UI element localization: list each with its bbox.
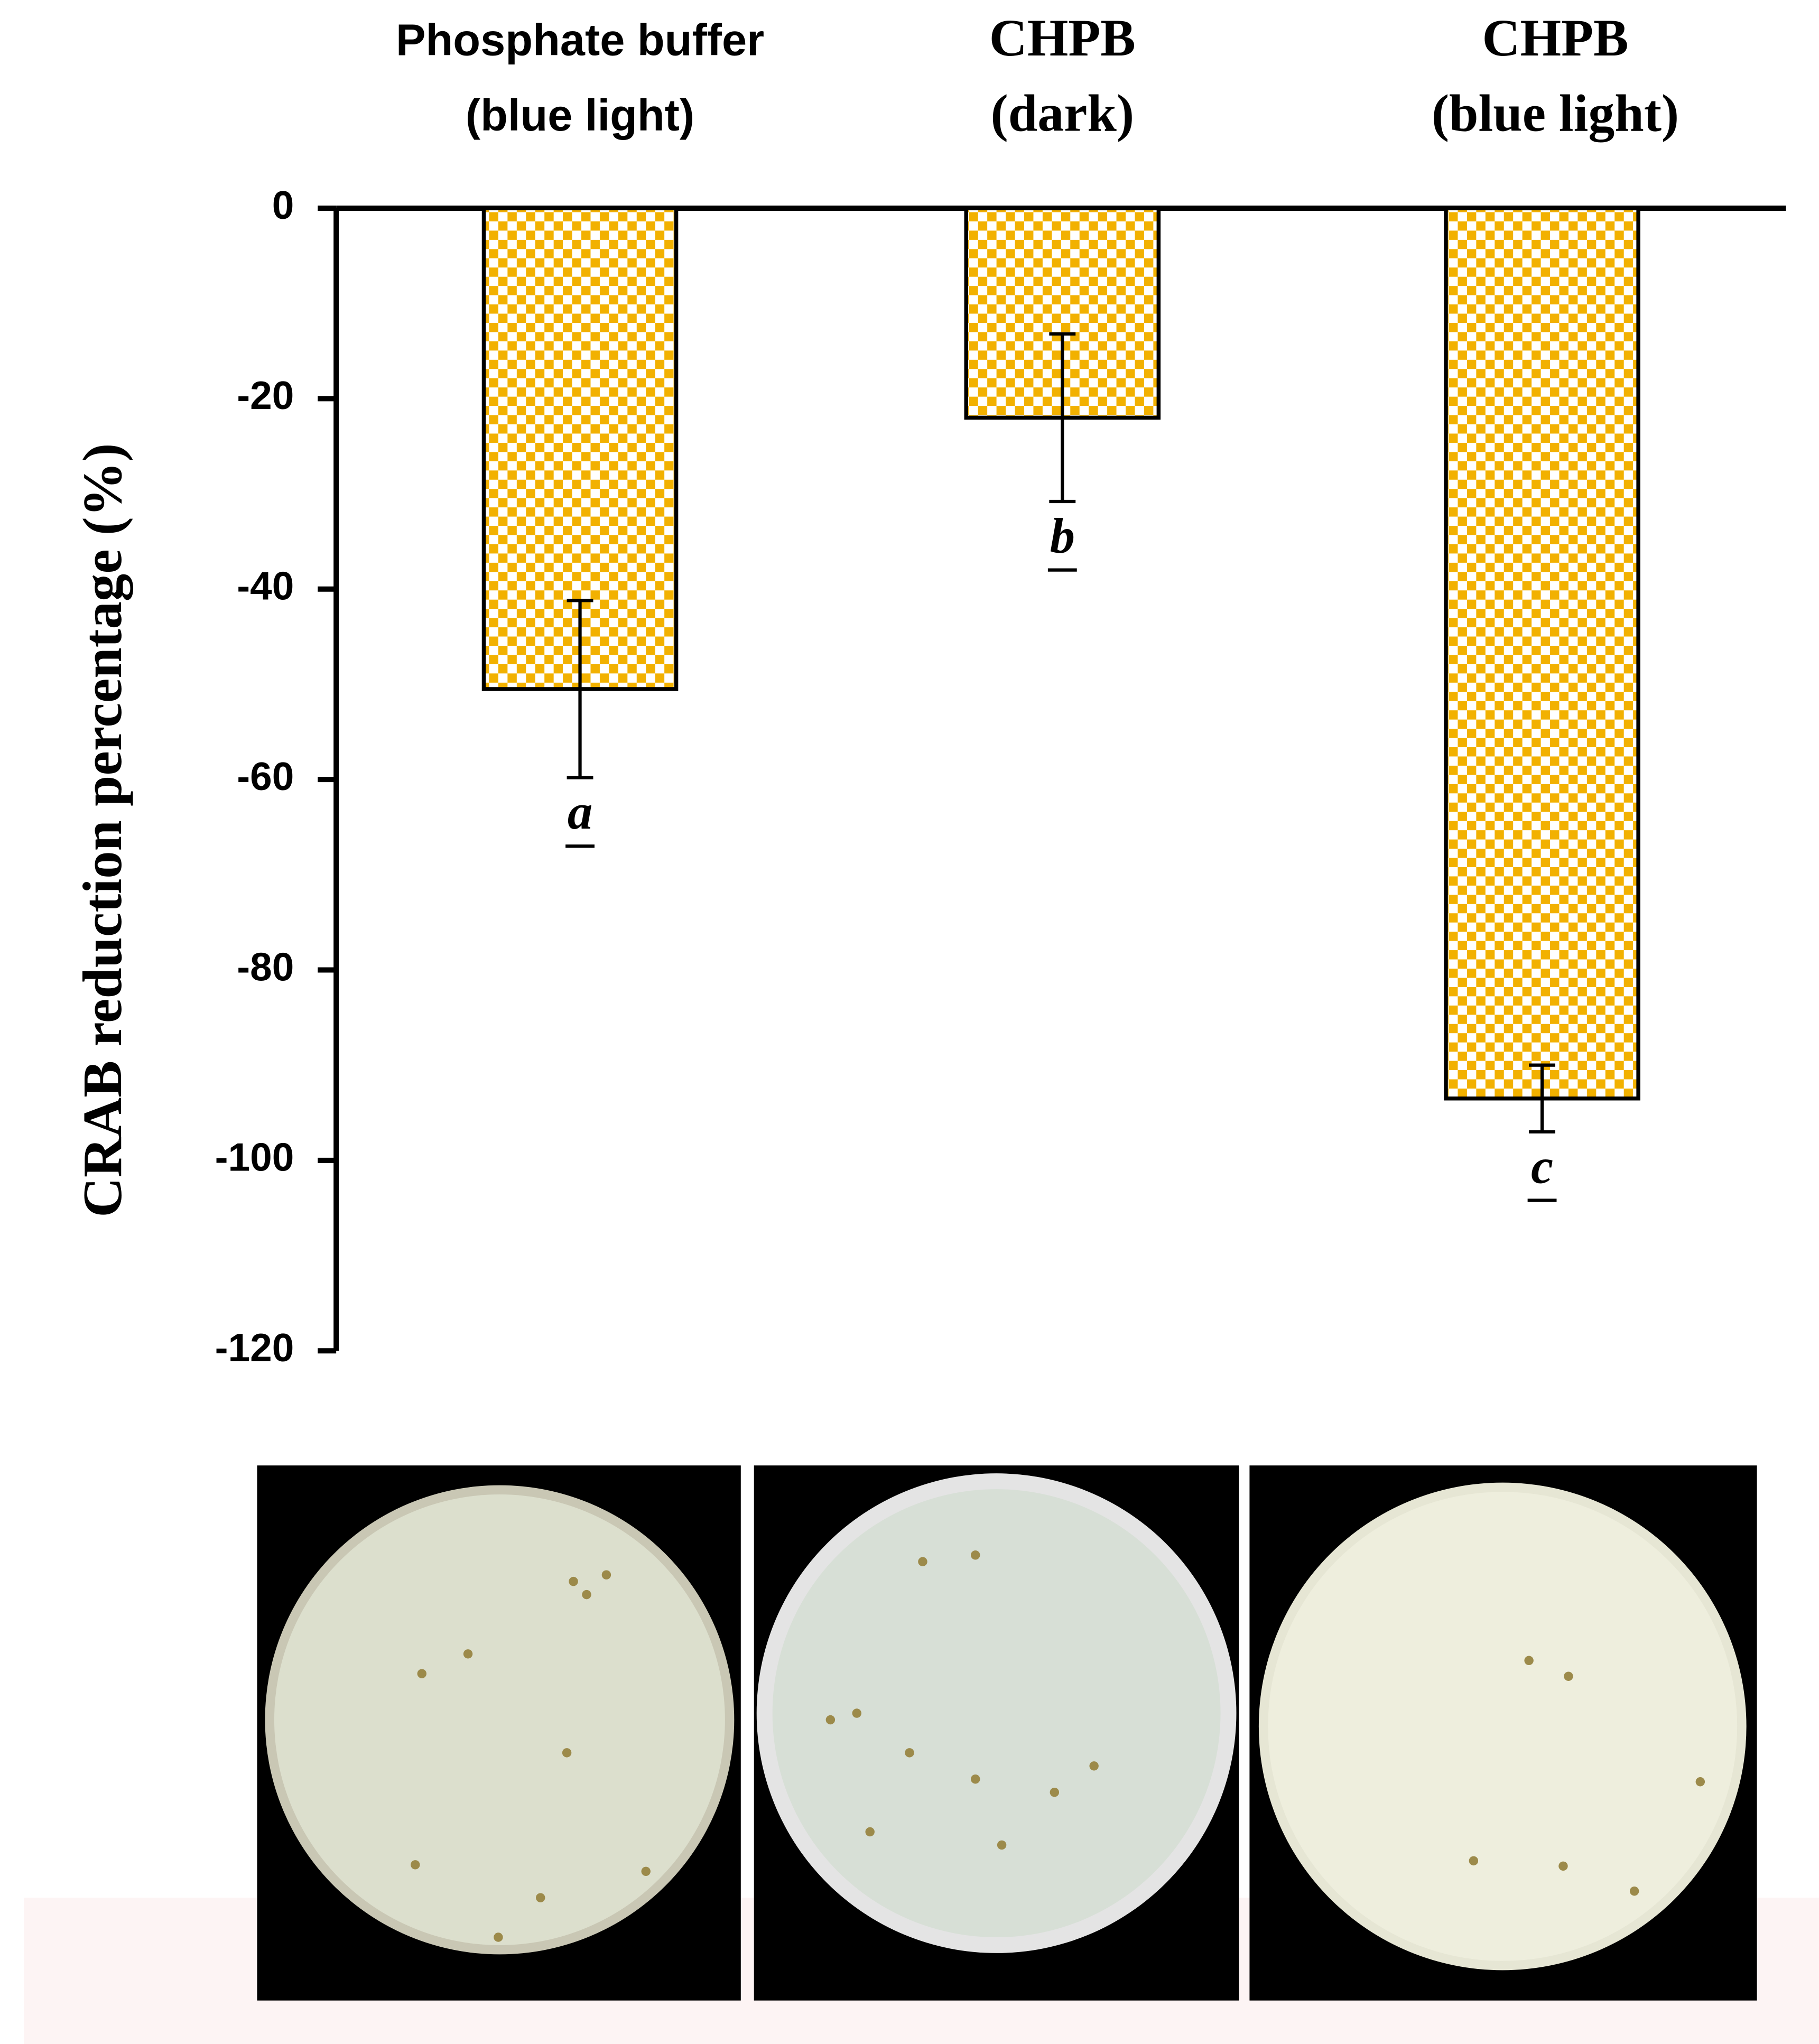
colonies (411, 1550, 1705, 1942)
y-tick-label: -40 (237, 564, 294, 608)
significance-letter: b (1050, 509, 1075, 564)
x-category-label: (blue light) (466, 90, 694, 140)
x-category-label: Phosphate buffer (396, 15, 764, 65)
y-axis-label: CRAB reduction percentage (%) (72, 443, 133, 1218)
x-category-label: (dark) (991, 83, 1135, 142)
x-category-label: CHPB (989, 8, 1136, 67)
dish (274, 1494, 725, 1945)
y-tick-label: -80 (237, 944, 294, 989)
x-category-label: (blue light) (1432, 83, 1679, 142)
y-tick-label: -120 (215, 1325, 294, 1370)
y-tick-label: 0 (272, 183, 294, 227)
y-tick-label: -100 (215, 1135, 294, 1179)
x-category-label: CHPB (1482, 8, 1628, 67)
dish (772, 1489, 1221, 1937)
y-tick-label: -60 (237, 754, 294, 798)
significance-letter: c (1531, 1139, 1553, 1194)
bar (1444, 206, 1640, 1101)
dish (1268, 1492, 1738, 1961)
y-tick-label: -20 (237, 373, 294, 417)
photos (257, 1465, 1757, 2001)
significance-letter: a (568, 785, 592, 840)
